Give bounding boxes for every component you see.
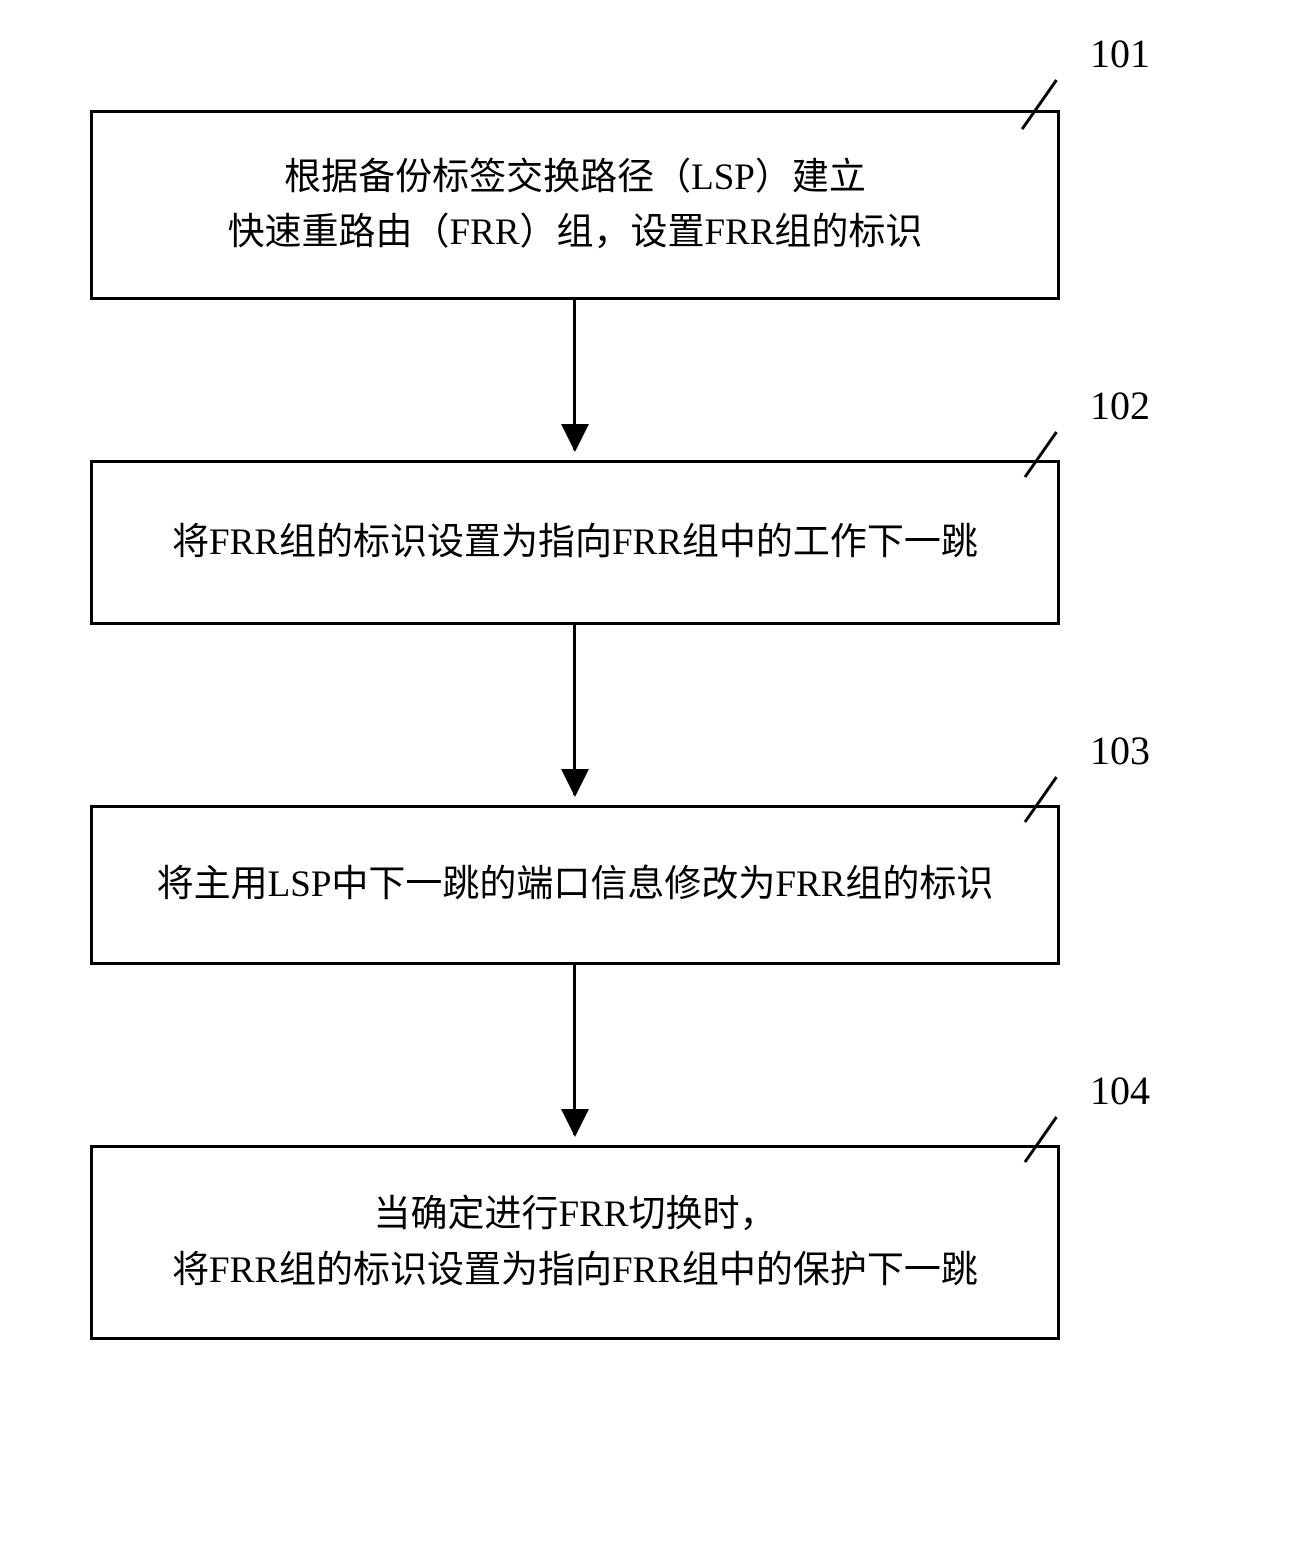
step-label-104: 104: [1090, 1067, 1150, 1114]
step-label-103: 103: [1090, 727, 1150, 774]
step-box-103: 将主用LSP中下一跳的端口信息修改为FRR组的标识: [90, 805, 1060, 965]
arrow-1: [573, 300, 576, 450]
step-label-102: 102: [1090, 382, 1150, 429]
step-box-102: 将FRR组的标识设置为指向FRR组中的工作下一跳: [90, 460, 1060, 625]
step-box-104: 当确定进行FRR切换时， 将FRR组的标识设置为指向FRR组中的保护下一跳: [90, 1145, 1060, 1340]
step-text: 快速重路由（FRR）组，设置FRR组的标识: [228, 205, 923, 261]
step-box-101: 根据备份标签交换路径（LSP）建立 快速重路由（FRR）组，设置FRR组的标识: [90, 110, 1060, 300]
step-label-101: 101: [1090, 30, 1150, 77]
step-text: 根据备份标签交换路径（LSP）建立: [284, 150, 866, 206]
arrow-3: [573, 965, 576, 1135]
step-text: 当确定进行FRR切换时，: [374, 1187, 777, 1243]
arrow-2: [573, 625, 576, 795]
step-text: 将FRR组的标识设置为指向FRR组中的工作下一跳: [172, 515, 978, 571]
step-text: 将FRR组的标识设置为指向FRR组中的保护下一跳: [172, 1243, 978, 1299]
step-text: 将主用LSP中下一跳的端口信息修改为FRR组的标识: [157, 857, 994, 913]
